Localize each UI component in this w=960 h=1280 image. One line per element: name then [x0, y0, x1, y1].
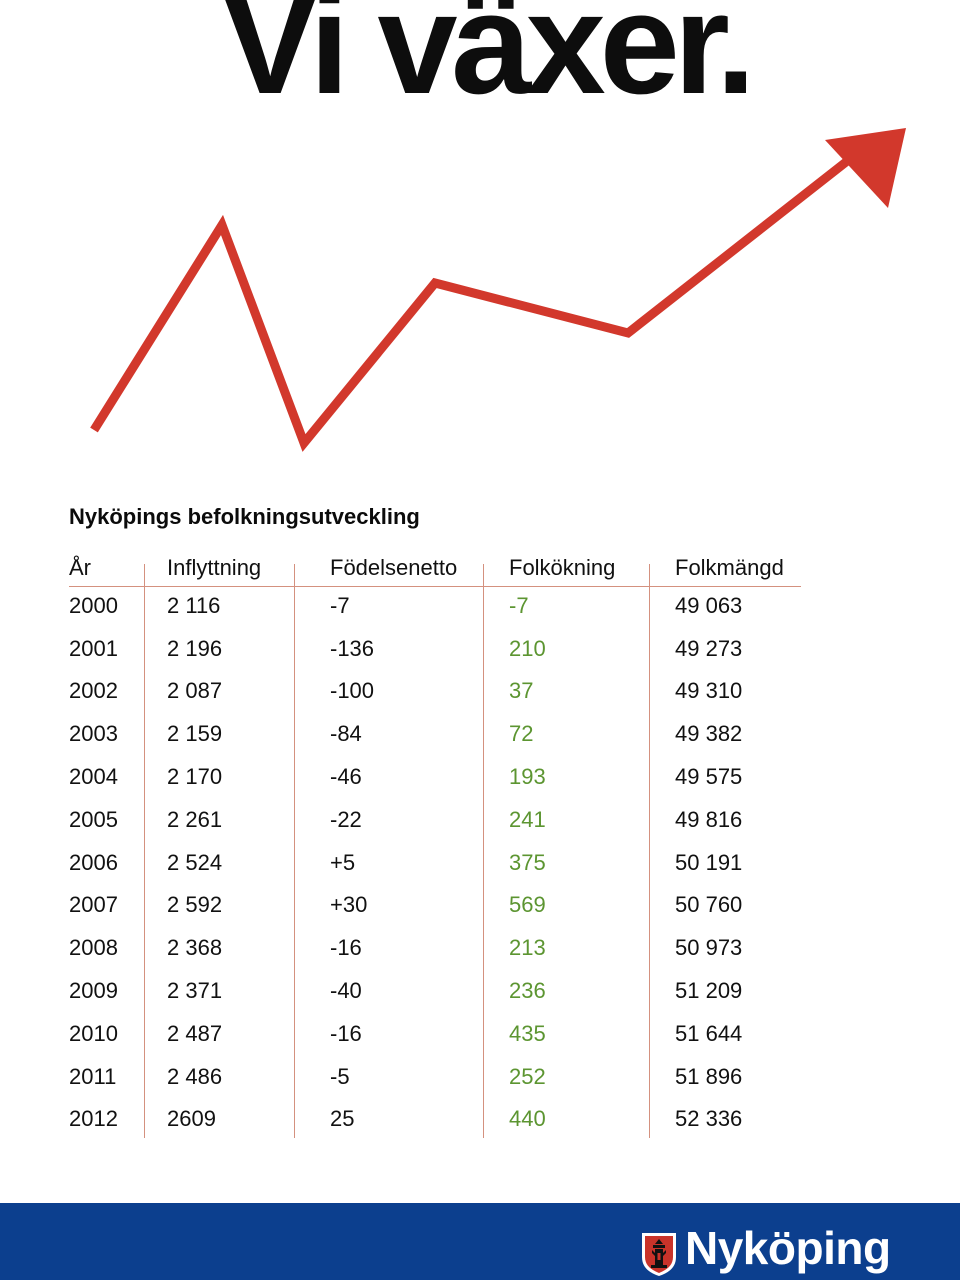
table-row: 2005 2 261 -22 241 49 816: [69, 801, 801, 844]
column-header-folkokning: Folkökning: [509, 555, 616, 580]
cell-folkmangd: 51 644: [675, 1020, 743, 1046]
table-row: 2007 2 592 +30 569 50 760: [69, 887, 801, 930]
cell-year: 2009: [69, 978, 118, 1003]
cell-fodelsenetto: -84: [330, 721, 362, 747]
table-row: 2000 2 116 -7 -7 49 063: [69, 587, 801, 630]
cell-folkmangd: 49 816: [675, 806, 743, 832]
cell-year: 2002: [69, 678, 118, 704]
cell-year: 2011: [69, 1063, 117, 1089]
column-header-fodelsenetto: Födelsenetto: [330, 555, 458, 580]
cell-folkokning: 37: [509, 678, 534, 704]
cell-folkmangd: 50 973: [675, 935, 743, 961]
cell-inflyttning: 2 368: [167, 935, 223, 961]
table-row: 2001 2 196 -136 210 49 273: [69, 630, 801, 673]
cell-inflyttning: 2 261: [167, 806, 223, 832]
cell-year: 2012: [69, 1106, 118, 1132]
cell-folkokning: 210: [509, 635, 546, 661]
trend-arrow-graphic: [90, 128, 906, 452]
table-row: 2009 2 371 -40 236 51 209: [69, 972, 801, 1015]
cell-fodelsenetto: -16: [330, 1020, 362, 1046]
cell-folkokning: 375: [509, 849, 546, 875]
table-row: 2004 2 170 -46 193 49 575: [69, 758, 801, 801]
cell-folkmangd: 49 063: [675, 592, 743, 618]
cell-folkmangd: 50 760: [675, 892, 743, 918]
trend-line: [90, 158, 849, 452]
cell-year: 2004: [69, 764, 118, 790]
cell-folkmangd: 52 336: [675, 1106, 743, 1132]
cell-fodelsenetto: -100: [330, 678, 375, 704]
cell-folkokning: 213: [509, 935, 546, 961]
cell-inflyttning: 2 371: [167, 978, 223, 1003]
column-header-inflyttning: Inflyttning: [167, 555, 262, 580]
column-divider: [649, 564, 650, 1138]
cell-folkokning: -7: [509, 592, 529, 618]
cell-fodelsenetto: -5: [330, 1063, 350, 1089]
cell-folkmangd: 51 896: [675, 1063, 743, 1089]
cell-folkokning: 435: [509, 1020, 546, 1046]
cell-inflyttning: 2 116: [167, 592, 221, 618]
column-header-year: År: [69, 555, 91, 580]
table-row: 2008 2 368 -16 213 50 973: [69, 929, 801, 972]
cell-year: 2008: [69, 935, 118, 961]
cell-folkmangd: 49 575: [675, 764, 743, 790]
column-divider: [483, 564, 484, 1138]
cell-folkmangd: 50 191: [675, 849, 743, 875]
table-row: 2010 2 487 -16 435 51 644: [69, 1015, 801, 1058]
table-body: 2000 2 116 -7 -7 49 063 2001 2 196 -136 210 49 27…: [69, 587, 801, 1143]
cell-inflyttning: 2 170: [167, 764, 223, 790]
cell-folkokning: 236: [509, 978, 546, 1003]
cell-year: 2000: [69, 592, 118, 618]
cell-fodelsenetto: -136: [330, 635, 375, 661]
cell-folkmangd: 49 273: [675, 635, 743, 661]
footer-band: [0, 1203, 960, 1280]
cell-fodelsenetto: +30: [330, 892, 368, 918]
cell-fodelsenetto: -7: [330, 592, 350, 618]
table-row: 2011 2 486 -5 252 51 896: [69, 1058, 801, 1101]
cell-folkokning: 252: [509, 1063, 546, 1089]
column-header-folkmangd: Folkmängd: [675, 555, 784, 580]
cell-year: 2005: [69, 806, 118, 832]
cell-year: 2003: [69, 721, 118, 747]
cell-inflyttning: 2 159: [167, 721, 223, 747]
cell-inflyttning: 2 087: [167, 678, 223, 704]
cell-fodelsenetto: 25: [330, 1106, 355, 1132]
cell-fodelsenetto: -40: [330, 978, 362, 1003]
cell-folkmangd: 49 310: [675, 678, 743, 704]
cell-folkokning: 241: [509, 806, 546, 832]
table-row: 2012 2609 25 440 52 336: [69, 1101, 801, 1144]
table-title: Nyköpings befolkningsutveckling: [69, 504, 420, 529]
trend-arrowhead-icon: [825, 128, 906, 208]
cell-fodelsenetto: -46: [330, 764, 362, 790]
cell-inflyttning: 2 592: [167, 892, 223, 918]
cell-year: 2001: [69, 635, 118, 661]
table-row: 2003 2 159 -84 72 49 382: [69, 715, 801, 758]
table-row: 2006 2 524 +5 375 50 191: [69, 844, 801, 887]
coat-of-arms-icon: [642, 1233, 676, 1276]
column-divider: [144, 564, 145, 1138]
cell-fodelsenetto: -22: [330, 806, 362, 832]
cell-inflyttning: 2609: [167, 1106, 216, 1132]
cell-year: 2006: [69, 849, 118, 875]
cell-inflyttning: 2 524: [167, 849, 223, 875]
brand-wordmark: Nyköping: [685, 1222, 891, 1274]
cell-folkokning: 193: [509, 764, 546, 790]
cell-fodelsenetto: +5: [330, 849, 356, 875]
table-row: 2002 2 087 -100 37 49 310: [69, 673, 801, 716]
cell-folkmangd: 51 209: [675, 978, 743, 1003]
cell-fodelsenetto: -16: [330, 935, 362, 961]
cell-year: 2007: [69, 892, 118, 918]
cell-folkokning: 72: [509, 721, 534, 747]
table-header-row: År Inflyttning Födelsenetto Folkökning F…: [69, 552, 801, 587]
cell-folkmangd: 49 382: [675, 721, 743, 747]
cell-folkokning: 569: [509, 892, 546, 918]
population-table: År Inflyttning Födelsenetto Folkökning F…: [69, 552, 801, 1143]
cell-inflyttning: 2 487: [167, 1020, 223, 1046]
cell-folkokning: 440: [509, 1106, 546, 1132]
cell-year: 2010: [69, 1020, 118, 1046]
cell-inflyttning: 2 196: [167, 635, 223, 661]
column-divider: [294, 564, 295, 1138]
headline: Vi växer.: [222, 0, 756, 124]
cell-inflyttning: 2 486: [167, 1063, 223, 1089]
